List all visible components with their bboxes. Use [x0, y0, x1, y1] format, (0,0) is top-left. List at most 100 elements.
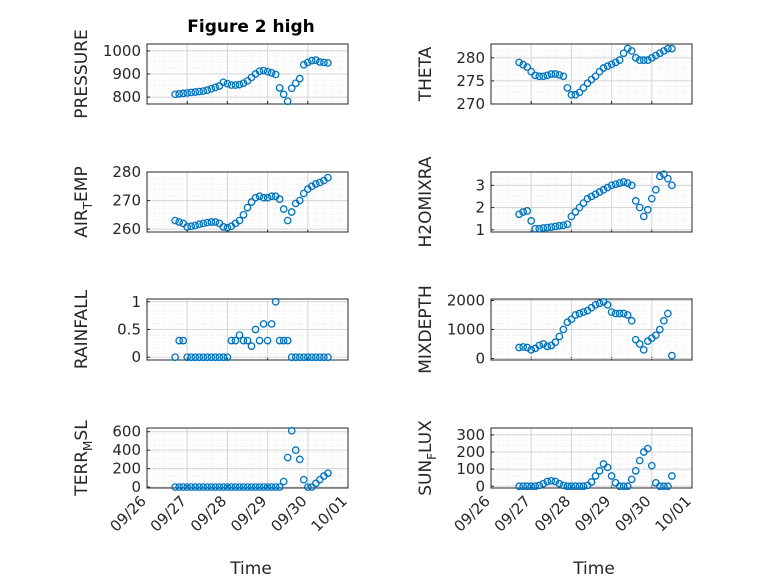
- data-point: [651, 185, 660, 194]
- data-point: [275, 83, 284, 92]
- data-point: [660, 316, 668, 325]
- subplot-h2omixra: 1 2 3 H2OMIXRA: [416, 156, 693, 248]
- data-point: [539, 72, 548, 81]
- data-point: [563, 482, 572, 491]
- data-point: [223, 79, 232, 88]
- y-tick-label: 260: [112, 220, 141, 238]
- data-point: [643, 56, 652, 65]
- data-point: [295, 353, 304, 362]
- data-point: [619, 49, 628, 58]
- y-axis-label: SUNFLUX: [416, 420, 439, 496]
- axes-box: [490, 43, 693, 105]
- y-axis-label: THETA: [416, 46, 436, 102]
- data-point: [231, 81, 240, 89]
- data-point: [643, 205, 652, 214]
- data-point: [559, 481, 568, 490]
- data-point: [571, 311, 580, 319]
- data-point: [320, 353, 328, 362]
- data-point: [615, 179, 624, 187]
- data-point: [287, 353, 296, 362]
- data-point: [243, 336, 252, 345]
- axes-box: [490, 171, 693, 233]
- data-point: [219, 353, 228, 362]
- data-point: [275, 483, 284, 491]
- data-point: [259, 193, 268, 202]
- data-point: [179, 336, 188, 345]
- data-point: [283, 216, 292, 225]
- data-point: [660, 482, 668, 491]
- axes-box: [146, 43, 349, 105]
- data-point: [623, 44, 632, 53]
- data-point: [615, 309, 624, 318]
- data-point: [271, 483, 280, 491]
- y-tick-label: 800: [112, 88, 141, 106]
- data-point: [299, 60, 308, 69]
- data-point: [611, 58, 620, 67]
- data-point: [664, 174, 672, 183]
- data-point: [627, 316, 636, 325]
- data-point: [291, 353, 300, 362]
- data-point: [607, 308, 616, 316]
- data-point: [247, 342, 256, 350]
- data-point: [191, 483, 200, 491]
- data-point: [267, 320, 276, 328]
- data-point: [195, 87, 204, 96]
- data-point: [551, 338, 560, 347]
- data-point: [207, 483, 216, 491]
- data-point: [275, 195, 284, 203]
- data-point: [607, 472, 616, 480]
- data-point: [615, 56, 624, 65]
- y-axis-label: PRESSURE: [72, 29, 92, 118]
- data-point: [299, 353, 308, 362]
- y-tick-label: 0.5: [117, 321, 141, 339]
- data-point: [519, 482, 528, 491]
- data-point: [219, 223, 228, 231]
- data-point: [655, 482, 664, 491]
- y-tick-label: 100: [456, 460, 485, 478]
- data-point: [647, 53, 656, 62]
- data-point: [655, 172, 664, 181]
- subplot-air-temp: 260 270 280 AIRTEMP: [72, 163, 349, 238]
- data-point: [243, 483, 252, 491]
- y-tick-label: 280: [112, 163, 141, 181]
- data-point: [627, 475, 636, 484]
- data-point: [231, 483, 240, 491]
- data-point: [595, 299, 604, 308]
- data-point: [643, 444, 652, 453]
- data-point: [307, 56, 316, 65]
- data-point: [668, 181, 676, 190]
- data-point: [567, 212, 576, 221]
- data-point: [603, 300, 612, 309]
- subplot-mixdepth: 0 1000 2000 MIXDEPTH: [416, 285, 693, 374]
- data-point: [275, 336, 284, 345]
- data-point: [175, 483, 184, 491]
- x-tick-label: 09/28: [187, 492, 230, 535]
- data-point: [579, 199, 588, 207]
- data-point: [183, 223, 192, 231]
- data-point: [539, 479, 548, 488]
- data-point: [199, 353, 208, 362]
- data-point: [651, 51, 660, 60]
- data-point: [311, 353, 320, 362]
- subplot-rainfall: 0 0.5 1 RAINFALL: [72, 289, 349, 369]
- data-point: [215, 353, 224, 362]
- data-point: [539, 224, 548, 232]
- data-point: [547, 223, 556, 231]
- data-point: [587, 478, 596, 486]
- axes-box: [146, 298, 349, 361]
- data-point: [535, 481, 544, 490]
- data-point: [227, 81, 236, 89]
- data-point: [311, 180, 320, 188]
- data-point: [279, 205, 288, 213]
- data-point: [543, 223, 552, 232]
- data-point: [623, 179, 632, 187]
- data-point: [316, 353, 324, 362]
- data-point: [607, 181, 616, 190]
- data-point: [631, 467, 640, 475]
- data-point: [551, 477, 560, 486]
- x-axis-label-right: Time: [572, 559, 615, 579]
- data-point: [267, 68, 276, 77]
- data-point: [519, 343, 528, 351]
- data-point: [263, 193, 272, 202]
